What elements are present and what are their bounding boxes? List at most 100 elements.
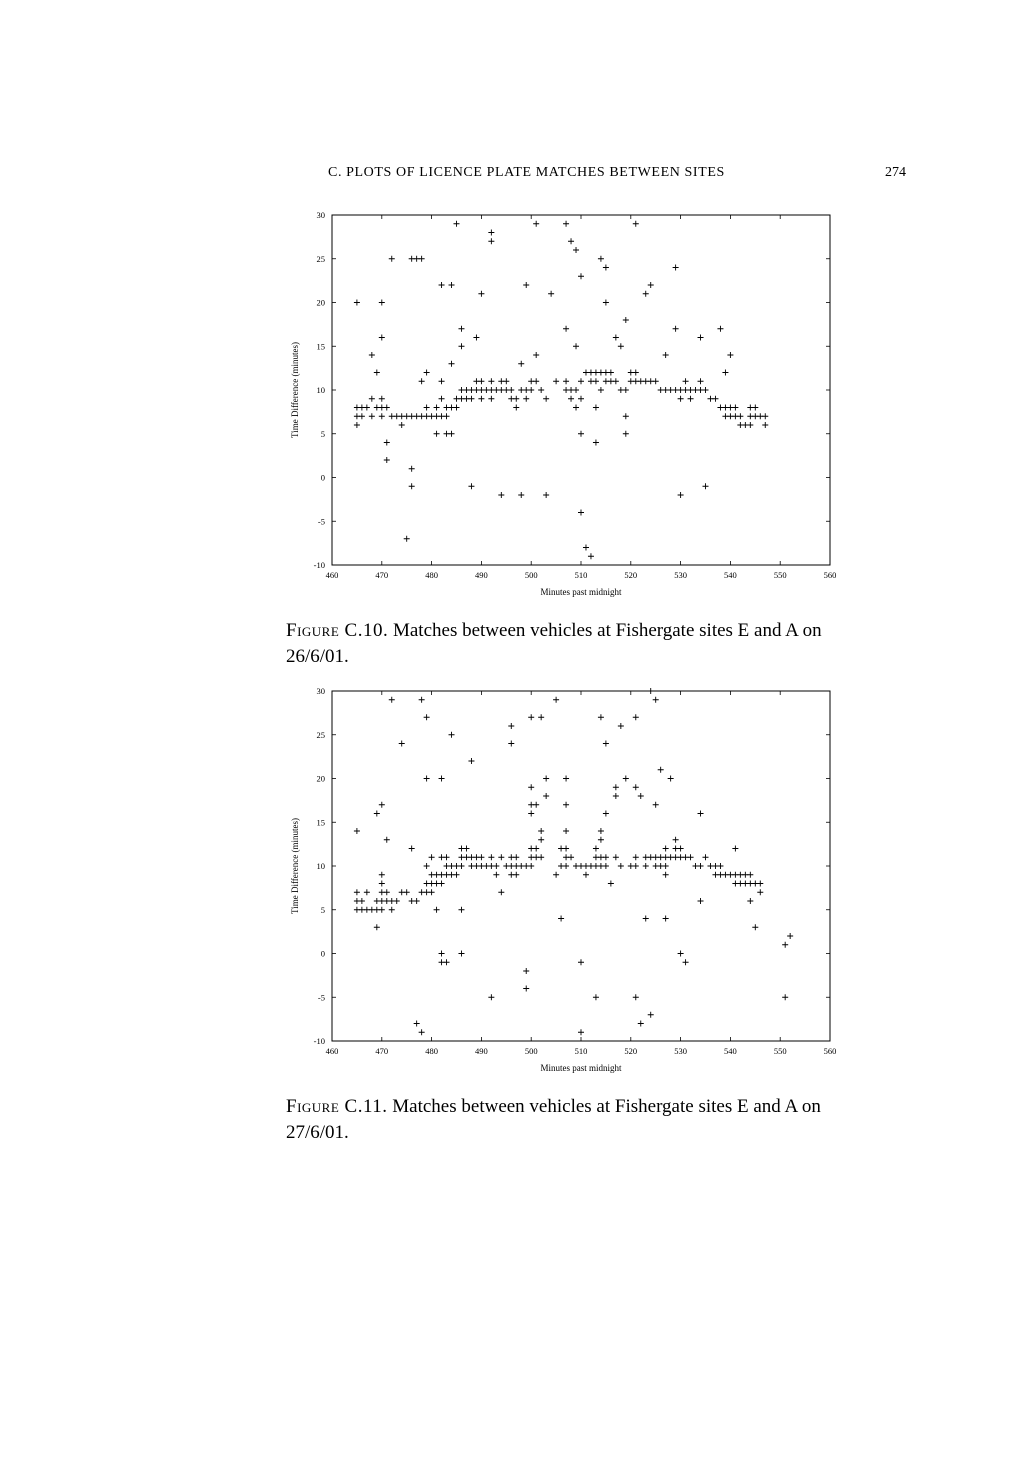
running-header-title: C. PLOTS OF LICENCE PLATE MATCHES BETWEE… [328, 165, 725, 180]
data-point [592, 439, 599, 446]
data-point [563, 863, 570, 869]
x-tick-label: 520 [624, 570, 637, 580]
data-point [672, 836, 679, 843]
data-point [592, 404, 599, 411]
data-point [448, 731, 455, 738]
data-point [642, 863, 649, 869]
data-point [458, 863, 465, 869]
data-point [543, 775, 550, 782]
data-point [732, 404, 739, 411]
data-point [578, 378, 584, 385]
figure-c10-caption: Figure C.10. Matches between vehicles at… [286, 618, 856, 670]
data-point [602, 740, 609, 747]
data-points [353, 688, 794, 1036]
data-point [617, 863, 624, 869]
data-point [782, 994, 789, 1001]
data-point [488, 378, 495, 385]
data-point [597, 828, 604, 834]
x-tick-label: 510 [575, 570, 588, 580]
data-point [398, 422, 405, 428]
data-point [453, 871, 460, 878]
data-point [612, 334, 619, 341]
data-point [652, 696, 659, 703]
data-point [378, 395, 385, 402]
data-point [647, 688, 654, 694]
data-point [647, 1011, 654, 1018]
data-point [388, 255, 395, 262]
data-point [353, 889, 360, 896]
data-point [602, 863, 609, 869]
data-point [428, 854, 435, 861]
y-tick-label: 5 [321, 429, 325, 439]
data-point [682, 959, 689, 966]
y-axis-label: Time Difference (minutes) [290, 342, 300, 438]
data-point [538, 828, 545, 834]
y-tick-label: -5 [318, 516, 325, 526]
y-tick-label: -5 [318, 992, 325, 1002]
x-tick-label: 460 [326, 1046, 339, 1056]
figure-c11-label: Figure C.11. [286, 1096, 388, 1117]
data-point [458, 325, 465, 332]
data-point [433, 430, 440, 437]
data-point [657, 766, 664, 773]
data-point [563, 325, 570, 332]
x-tick-label: 480 [425, 570, 438, 580]
y-tick-label: 15 [317, 817, 326, 827]
x-tick-label: 480 [425, 1046, 438, 1056]
data-point [438, 378, 445, 385]
data-point [438, 950, 445, 957]
data-point [443, 413, 450, 420]
figure-c11-caption: Figure C.11. Matches between vehicles at… [286, 1094, 856, 1146]
data-point [528, 784, 535, 791]
data-point [677, 492, 684, 498]
data-point [652, 378, 659, 385]
data-point [498, 492, 505, 498]
data-point [687, 854, 694, 861]
data-point [597, 836, 604, 843]
x-tick-label: 510 [575, 1046, 588, 1056]
data-point [423, 404, 430, 411]
figure-c11-caption-text: Matches between vehicles at Fishergate s… [286, 1096, 821, 1143]
data-point [662, 845, 669, 852]
data-point [632, 714, 639, 721]
data-point [478, 395, 485, 402]
data-point [563, 378, 570, 385]
y-tick-label: 30 [317, 210, 326, 220]
data-point [682, 378, 689, 385]
data-point [607, 880, 614, 887]
data-point [553, 696, 560, 703]
data-point [612, 793, 619, 799]
data-point [602, 264, 609, 271]
data-point [418, 696, 425, 703]
data-point [568, 238, 575, 245]
data-point [592, 378, 599, 385]
data-point [373, 924, 380, 931]
data-point [368, 413, 375, 420]
data-point [508, 740, 515, 747]
data-point [573, 404, 580, 411]
data-point [737, 413, 744, 420]
data-point [607, 369, 614, 376]
x-tick-label: 500 [525, 1046, 538, 1056]
data-point [378, 334, 385, 341]
y-tick-label: 20 [317, 298, 326, 308]
data-point [632, 994, 639, 1001]
data-point [523, 968, 530, 974]
data-point [528, 863, 535, 869]
data-point [677, 950, 684, 957]
data-point [662, 352, 669, 358]
data-point [528, 714, 535, 721]
data-point [717, 325, 724, 332]
data-point [617, 723, 624, 729]
data-point [358, 413, 365, 420]
data-point [378, 801, 385, 808]
data-point [582, 544, 589, 551]
data-point [438, 880, 445, 887]
data-point [697, 378, 704, 385]
data-point [433, 404, 440, 411]
data-point [597, 714, 604, 721]
data-point [538, 854, 545, 861]
data-point [413, 898, 420, 904]
data-point [757, 889, 764, 896]
data-point [423, 863, 430, 869]
